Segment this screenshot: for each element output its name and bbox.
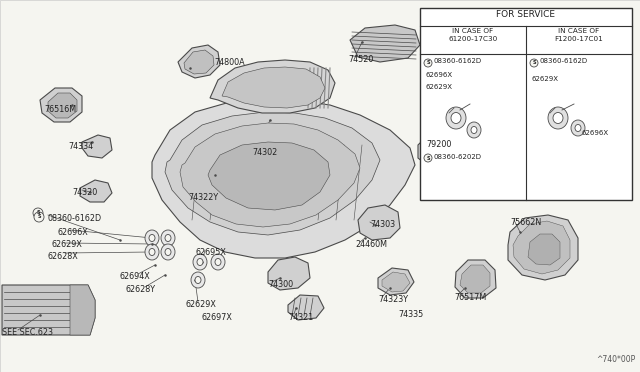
- Polygon shape: [208, 142, 330, 210]
- Text: 62695X: 62695X: [195, 248, 226, 257]
- Ellipse shape: [161, 244, 175, 260]
- Ellipse shape: [575, 125, 581, 131]
- Ellipse shape: [161, 230, 175, 246]
- Ellipse shape: [553, 112, 563, 124]
- Polygon shape: [350, 25, 420, 62]
- Text: 75662N: 75662N: [510, 218, 541, 227]
- Ellipse shape: [165, 234, 171, 241]
- Text: 76516M: 76516M: [44, 105, 76, 114]
- Text: 62694X: 62694X: [120, 272, 151, 281]
- Text: ^740*00P: ^740*00P: [596, 355, 635, 364]
- Text: S: S: [36, 211, 40, 215]
- Ellipse shape: [471, 126, 477, 134]
- Text: 62696X: 62696X: [426, 72, 453, 78]
- Text: S: S: [426, 61, 429, 65]
- Polygon shape: [288, 295, 324, 320]
- Polygon shape: [80, 180, 112, 202]
- Circle shape: [424, 154, 432, 162]
- Text: 74320: 74320: [72, 188, 97, 197]
- Text: 62629X: 62629X: [52, 240, 83, 249]
- Polygon shape: [165, 112, 380, 235]
- Polygon shape: [513, 221, 570, 274]
- Ellipse shape: [571, 120, 585, 136]
- Polygon shape: [528, 234, 560, 265]
- Polygon shape: [82, 135, 112, 158]
- Text: FOR SERVICE: FOR SERVICE: [497, 10, 556, 19]
- Ellipse shape: [149, 234, 155, 241]
- Text: 08360-6162D: 08360-6162D: [434, 58, 482, 64]
- Text: 74302: 74302: [252, 148, 277, 157]
- Text: 74334: 74334: [68, 142, 93, 151]
- Text: 74335: 74335: [398, 310, 423, 319]
- Text: S: S: [37, 215, 41, 219]
- Polygon shape: [222, 67, 325, 108]
- Text: S: S: [426, 155, 429, 160]
- Text: 74300: 74300: [268, 280, 293, 289]
- Text: IN CASE OF
F1200-17C01: IN CASE OF F1200-17C01: [555, 28, 604, 42]
- Text: SEE SEC.623: SEE SEC.623: [2, 328, 53, 337]
- Ellipse shape: [149, 248, 155, 256]
- Polygon shape: [152, 98, 415, 258]
- Ellipse shape: [211, 254, 225, 270]
- Text: 74800A: 74800A: [214, 58, 244, 67]
- Text: 76517M: 76517M: [454, 293, 486, 302]
- Polygon shape: [418, 132, 465, 170]
- Text: IN CASE OF
61200-17C30: IN CASE OF 61200-17C30: [449, 28, 498, 42]
- Text: 74520: 74520: [348, 55, 373, 64]
- Circle shape: [34, 212, 44, 222]
- Text: 74323Y: 74323Y: [378, 295, 408, 304]
- Text: 62629X: 62629X: [532, 76, 559, 82]
- Text: 74321: 74321: [288, 313, 313, 322]
- Text: 62628Y: 62628Y: [125, 285, 155, 294]
- Polygon shape: [508, 215, 578, 280]
- Polygon shape: [268, 257, 310, 290]
- Text: 74322Y: 74322Y: [188, 193, 218, 202]
- Polygon shape: [178, 45, 220, 78]
- Text: 62697X: 62697X: [202, 313, 233, 322]
- Text: 08360-6162D: 08360-6162D: [540, 58, 588, 64]
- Text: 62696X: 62696X: [57, 228, 88, 237]
- Polygon shape: [180, 123, 360, 227]
- Ellipse shape: [197, 259, 203, 266]
- Ellipse shape: [215, 259, 221, 266]
- Polygon shape: [358, 205, 400, 240]
- Circle shape: [424, 59, 432, 67]
- Text: 79200: 79200: [426, 140, 451, 149]
- Text: S: S: [532, 61, 536, 65]
- Ellipse shape: [451, 112, 461, 124]
- Text: 74303: 74303: [370, 220, 395, 229]
- Polygon shape: [70, 285, 95, 335]
- Polygon shape: [455, 260, 496, 298]
- Circle shape: [33, 208, 43, 218]
- Ellipse shape: [145, 230, 159, 246]
- Ellipse shape: [145, 244, 159, 260]
- Ellipse shape: [193, 254, 207, 270]
- Polygon shape: [378, 268, 414, 295]
- Text: 08360-6202D: 08360-6202D: [434, 154, 482, 160]
- Text: 62629X: 62629X: [185, 300, 216, 309]
- Ellipse shape: [165, 248, 171, 256]
- Polygon shape: [382, 272, 410, 292]
- Polygon shape: [48, 93, 77, 118]
- Text: 08360-6162D: 08360-6162D: [47, 214, 101, 223]
- Ellipse shape: [195, 276, 201, 283]
- Ellipse shape: [548, 107, 568, 129]
- Text: 24460M: 24460M: [355, 240, 387, 249]
- Ellipse shape: [467, 122, 481, 138]
- Ellipse shape: [191, 272, 205, 288]
- Bar: [420, 8, 632, 200]
- Ellipse shape: [446, 107, 466, 129]
- Polygon shape: [2, 285, 95, 335]
- Circle shape: [530, 59, 538, 67]
- Text: 62628X: 62628X: [47, 252, 77, 261]
- Polygon shape: [460, 265, 490, 293]
- Polygon shape: [184, 50, 214, 74]
- Text: 62629X: 62629X: [426, 84, 453, 90]
- Polygon shape: [40, 88, 82, 122]
- Text: 62696X: 62696X: [582, 130, 609, 136]
- Polygon shape: [210, 60, 335, 113]
